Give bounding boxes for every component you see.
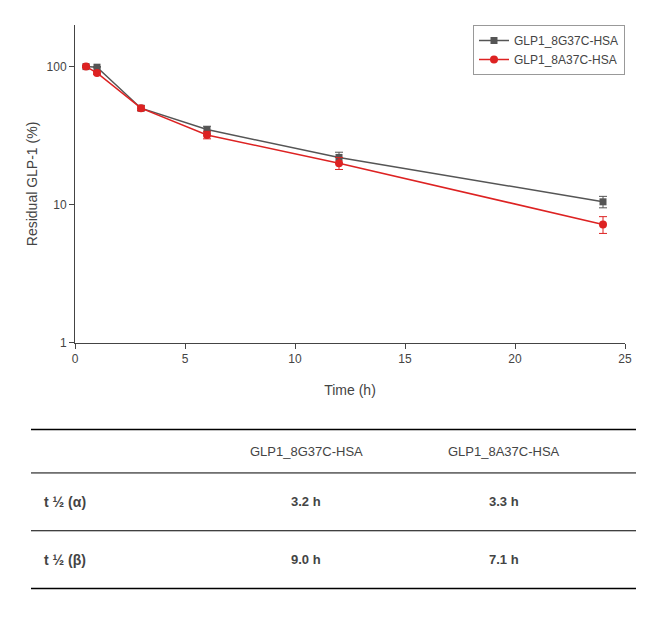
svg-text:t ½ (β): t ½ (β) — [44, 552, 86, 568]
svg-text:3.3 h: 3.3 h — [489, 494, 519, 509]
svg-text:10: 10 — [53, 198, 67, 212]
svg-text:0: 0 — [72, 352, 79, 366]
svg-text:7.1 h: 7.1 h — [489, 552, 519, 567]
svg-text:GLP1_8A37C-HSA: GLP1_8A37C-HSA — [448, 444, 560, 459]
svg-text:Time (h): Time (h) — [324, 382, 376, 398]
svg-text:GLP1_8A37C-HSA: GLP1_8A37C-HSA — [514, 53, 617, 67]
svg-text:5: 5 — [182, 352, 189, 366]
svg-text:9.0 h: 9.0 h — [291, 552, 321, 567]
svg-text:1: 1 — [60, 336, 67, 350]
svg-text:10: 10 — [288, 352, 302, 366]
svg-text:Residual GLP-1 (%): Residual GLP-1 (%) — [24, 122, 40, 247]
svg-text:100: 100 — [47, 60, 67, 74]
svg-text:25: 25 — [618, 352, 632, 366]
svg-text:3.2 h: 3.2 h — [291, 494, 321, 509]
svg-text:15: 15 — [398, 352, 412, 366]
svg-text:GLP1_8G37C-HSA: GLP1_8G37C-HSA — [250, 444, 363, 459]
svg-text:20: 20 — [508, 352, 522, 366]
svg-text:t ½ (α): t ½ (α) — [44, 494, 86, 510]
svg-text:GLP1_8G37C-HSA: GLP1_8G37C-HSA — [514, 34, 618, 48]
